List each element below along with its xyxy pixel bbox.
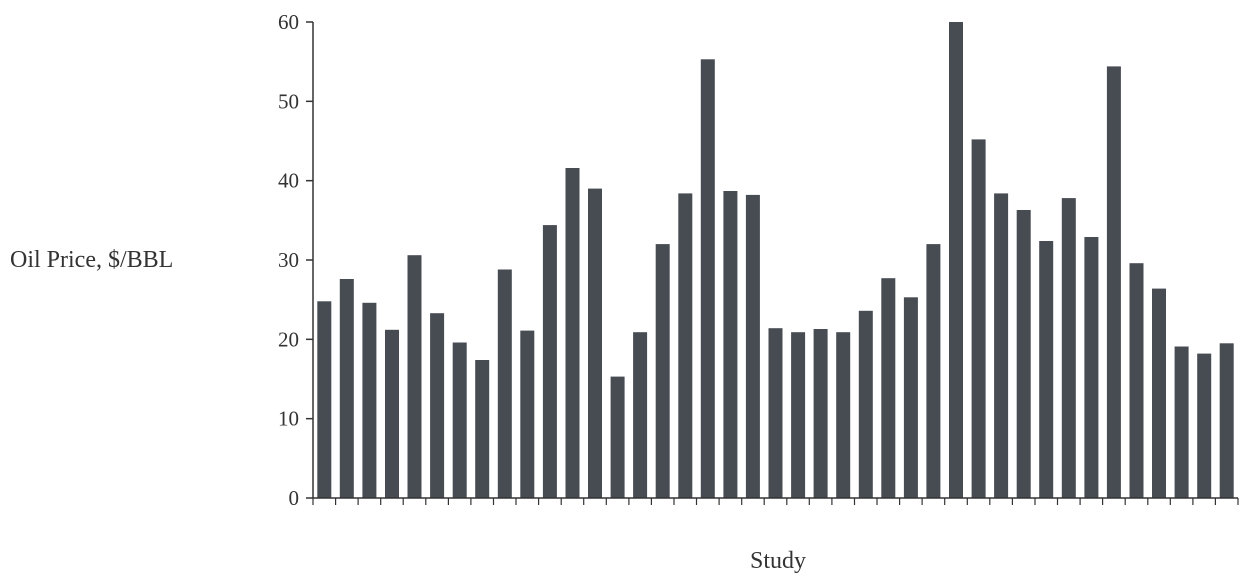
bar [1152, 288, 1166, 498]
bar [791, 332, 806, 498]
bar [994, 193, 1009, 498]
y-tick-label: 30 [278, 248, 299, 272]
y-tick-label: 0 [289, 486, 300, 510]
bar [633, 332, 648, 498]
bar [745, 194, 760, 498]
y-axis-title: Oil Price, $/BBL [10, 247, 173, 273]
bar [813, 329, 828, 498]
y-tick-label: 50 [278, 89, 299, 113]
y-tick-label: 60 [278, 10, 299, 34]
bar [678, 193, 693, 498]
bar [610, 376, 625, 498]
bars-group [317, 22, 1234, 499]
bar [949, 22, 963, 498]
bar [430, 313, 445, 498]
bar [655, 244, 670, 498]
bar [317, 301, 332, 498]
bar [407, 255, 422, 498]
y-axis-ticks: 0 10 20 30 40 50 60 [278, 10, 313, 510]
bar [385, 329, 399, 498]
bar [1084, 237, 1099, 498]
bar [700, 59, 715, 499]
bar [858, 310, 873, 498]
bar [1016, 210, 1031, 498]
bar [1219, 343, 1234, 498]
bar [836, 332, 851, 498]
bar [452, 342, 467, 498]
bar [1129, 263, 1144, 498]
bar [520, 330, 535, 498]
y-tick-label: 20 [278, 327, 299, 351]
bar [565, 168, 580, 498]
x-axis-title: Study [750, 548, 806, 574]
bar [475, 360, 490, 498]
bar [881, 278, 896, 498]
bar [903, 297, 918, 498]
bar [497, 269, 512, 498]
bar [1174, 346, 1189, 498]
y-tick-label: 10 [278, 407, 299, 431]
bar [542, 225, 557, 498]
bar [768, 328, 783, 498]
y-tick-label: 40 [278, 169, 299, 193]
bar [1039, 241, 1054, 498]
bar [1106, 66, 1121, 499]
bar [1061, 198, 1076, 498]
bar [588, 188, 602, 498]
x-axis-ticks [312, 498, 1239, 505]
bar [1197, 353, 1212, 498]
bar [339, 279, 354, 498]
bar [971, 139, 986, 498]
bar [723, 191, 738, 498]
bar [926, 244, 941, 498]
bar [362, 302, 377, 498]
